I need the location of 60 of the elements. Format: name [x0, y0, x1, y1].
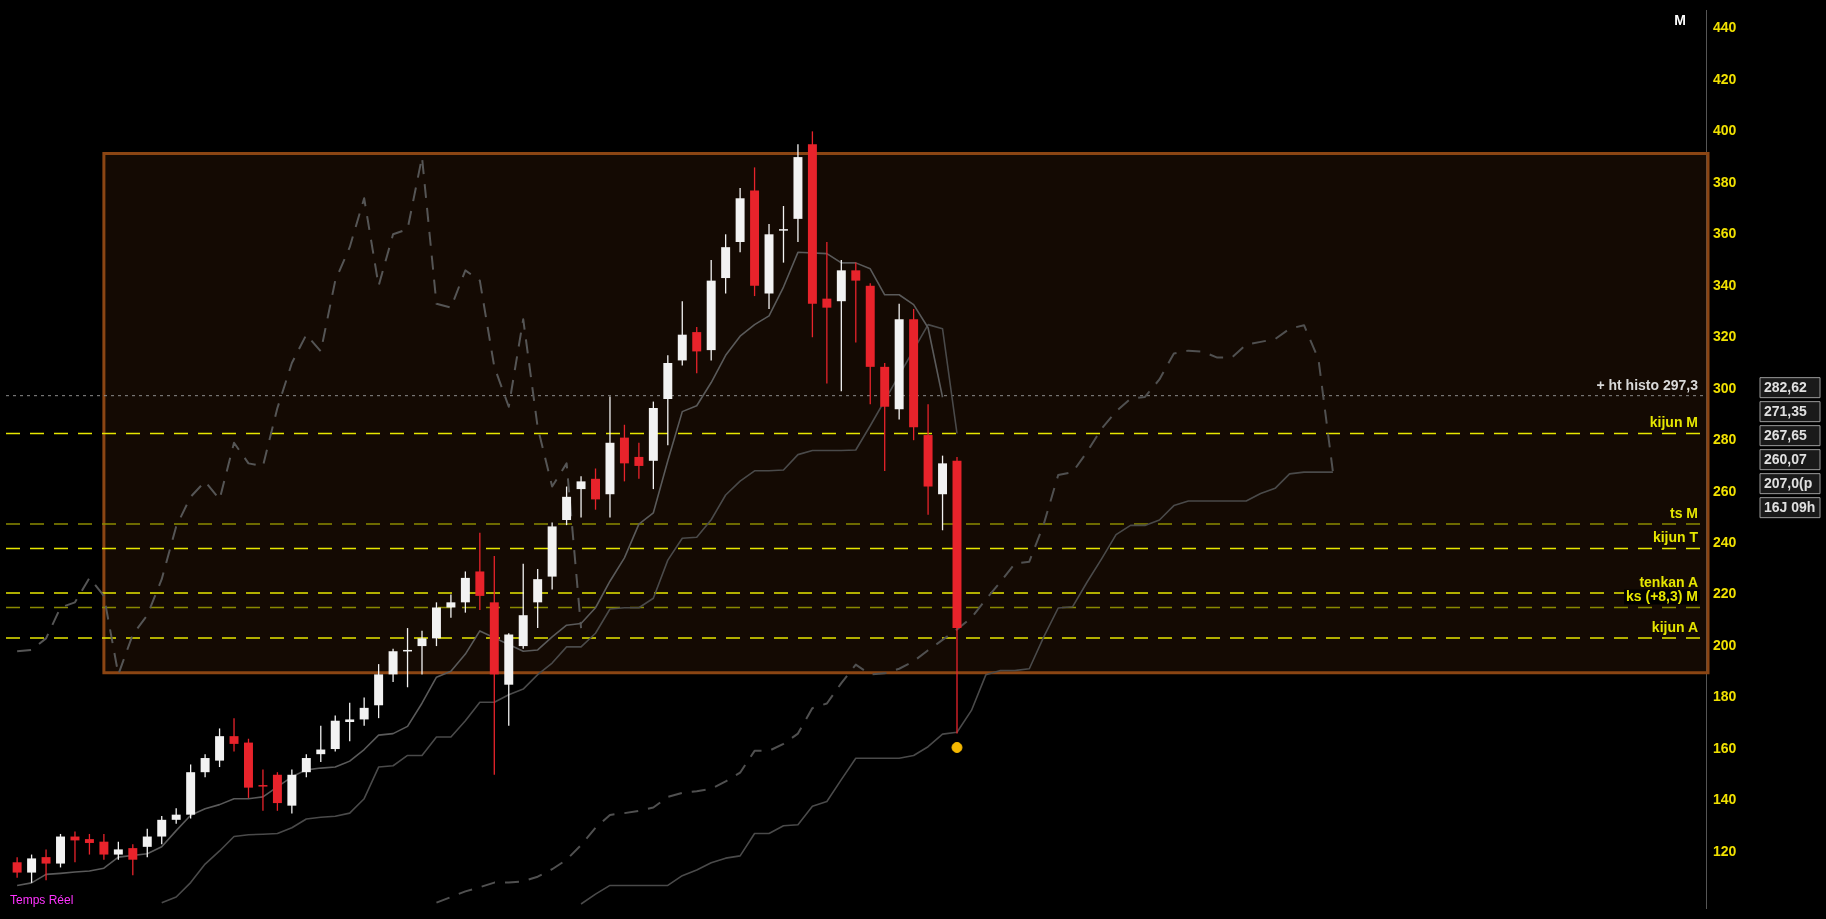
y-tick-label: 340 [1713, 276, 1737, 293]
y-tick-label: 180 [1713, 688, 1737, 705]
text: 16J 09h [1764, 498, 1816, 515]
ref-line-label: tenkan A [1639, 573, 1698, 590]
candlestick [258, 768, 268, 812]
y-tick-label: 120 [1713, 842, 1737, 859]
y-tick-label: 360 [1713, 225, 1737, 242]
candlestick [692, 326, 702, 374]
candlestick [41, 848, 51, 881]
candlestick [84, 833, 94, 856]
line-series [435, 324, 1334, 904]
candlestick [157, 815, 167, 845]
candlestick [822, 241, 832, 385]
candlestick [388, 648, 398, 683]
text: 271,35 [1764, 402, 1808, 419]
text: 207,0(p [1764, 474, 1813, 491]
candlestick [229, 717, 239, 753]
y-tick-label: 400 [1713, 122, 1737, 139]
text: 282,62 [1764, 378, 1808, 395]
candlestick [779, 205, 788, 264]
candlestick [533, 568, 543, 629]
y-tick-label: 220 [1713, 585, 1737, 602]
y-tick-label: 440 [1713, 19, 1737, 36]
text: 267,65 [1764, 426, 1808, 443]
candlestick [562, 485, 572, 526]
ref-line-label: kijun A [1651, 618, 1698, 635]
candlestick [345, 702, 355, 742]
candlestick [27, 853, 37, 884]
ref-line-label: kijun M [1649, 414, 1698, 431]
candlestick [417, 630, 427, 676]
y-tick-label: 300 [1713, 379, 1737, 396]
candlestick [576, 475, 586, 519]
annotation: Temps Réel [10, 892, 74, 907]
y-tick-label: 280 [1713, 431, 1737, 448]
candlestick [128, 843, 138, 876]
candlestick [634, 442, 644, 480]
y-tick-label: 240 [1713, 534, 1737, 550]
y-tick-label: 260 [1713, 482, 1737, 499]
y-tick-label: 380 [1713, 173, 1737, 190]
ref-line-label: ks (+8,3) M [1626, 588, 1698, 605]
candlestick [359, 696, 369, 727]
candlestick [446, 593, 456, 619]
ref-line-label: + ht histo 297,3 [1596, 376, 1699, 393]
ref-line-label: kijun T [1652, 529, 1699, 546]
candlestick [591, 467, 600, 511]
candlestick [200, 753, 210, 778]
candlestick [851, 261, 861, 344]
candlestick [301, 753, 311, 778]
candlestick [113, 841, 123, 861]
candlestick [99, 833, 109, 861]
text: M [1674, 12, 1686, 29]
text: 260,07 [1764, 450, 1808, 467]
y-tick-label: 420 [1713, 70, 1737, 87]
y-tick-label: 200 [1713, 636, 1737, 653]
ref-line-label: ts M [1670, 504, 1698, 521]
candlestick [142, 828, 152, 858]
candlestick [12, 856, 22, 879]
y-tick-label: 160 [1713, 739, 1737, 756]
y-tick-label: 140 [1713, 791, 1737, 808]
y-tick-label: 320 [1713, 328, 1737, 345]
